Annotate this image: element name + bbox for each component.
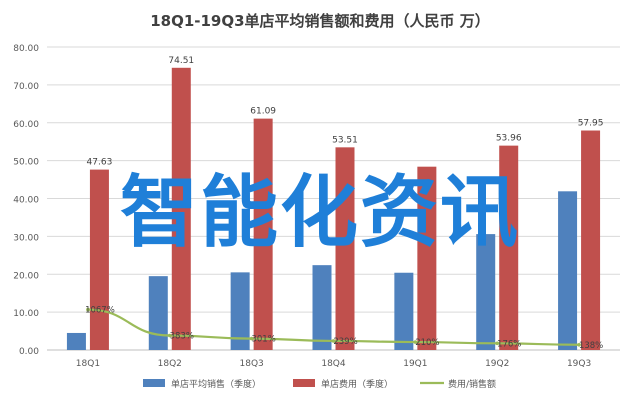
x-tick-label: 18Q1 [76, 359, 100, 369]
data-label-cost: 74.51 [168, 56, 194, 66]
y-tick-label: 40.00 [13, 196, 39, 206]
data-label-ratio: 176% [497, 339, 521, 349]
y-tick-label: 60.00 [13, 120, 39, 130]
data-label-cost: 53.96 [496, 134, 522, 144]
x-tick-label: 18Q4 [321, 359, 346, 369]
bar-cost [171, 67, 191, 351]
legend-swatch [293, 379, 315, 387]
bar-cost [417, 166, 437, 350]
y-tick-label: 50.00 [13, 158, 39, 168]
x-tick-label: 18Q3 [240, 359, 264, 369]
bar-sales [558, 191, 578, 350]
bars: 47.63 74.51 61.09 53.51 53.96 57.95 [66, 56, 604, 351]
ratio-line: 1067% 383% 301% 239% 210% 176% 138% [85, 306, 603, 351]
bar-sales [476, 234, 496, 350]
data-label-ratio: 1067% [85, 306, 115, 316]
data-label-cost: 61.09 [250, 107, 276, 117]
y-tick-label: 20.00 [13, 271, 39, 281]
data-label-ratio: 138% [579, 341, 603, 351]
y-tick-label: 30.00 [13, 233, 39, 243]
data-label-ratio: 239% [333, 337, 357, 347]
bar-cost [499, 145, 519, 350]
bar-cost [335, 147, 355, 350]
y-axis: 0.00 10.00 20.00 30.00 40.00 50.00 60.00 70.00 8… [13, 44, 39, 357]
bar-cost [581, 130, 601, 350]
bar-sales [148, 276, 168, 350]
point-ratio [577, 342, 581, 347]
point-ratio [86, 307, 90, 312]
bar-sales [312, 265, 332, 350]
legend-item-sales: 单店平均销售（季度） [171, 378, 261, 390]
bar-cost [89, 169, 109, 350]
legend-item-ratio: 费用/销售额 [448, 378, 496, 390]
chart-title: 18Q1-19Q3单店平均销售额和费用（人民币 万） [150, 12, 490, 30]
watermark-text: 智能化资讯 [119, 168, 520, 258]
point-ratio [249, 336, 254, 341]
bar-sales [66, 332, 86, 350]
x-tick-label: 19Q2 [485, 359, 509, 369]
data-label-cost: 47.63 [87, 158, 113, 168]
legend-item-cost: 单店费用（季度） [321, 378, 393, 390]
data-label-ratio: 210% [415, 338, 439, 348]
gridlines [47, 46, 620, 351]
y-tick-label: 10.00 [13, 309, 39, 319]
x-tick-label: 19Q3 [567, 359, 591, 369]
bar-sales [394, 272, 414, 350]
point-ratio [331, 339, 336, 343]
x-tick-label: 19Q1 [403, 359, 427, 369]
y-tick-label: 80.00 [13, 44, 39, 54]
data-label-ratio: 301% [251, 335, 275, 345]
legend: 单店平均销售（季度） 单店费用（季度） 费用/销售额 [143, 378, 496, 390]
y-tick-label: 70.00 [13, 82, 39, 92]
data-label-ratio: 383% [170, 331, 194, 341]
data-label-cost: 53.51 [332, 135, 358, 145]
point-ratio [167, 333, 172, 338]
legend-swatch [143, 379, 165, 387]
bar-cost [253, 118, 273, 350]
bar-sales [230, 272, 250, 350]
point-ratio [495, 341, 500, 346]
y-tick-label: 0.00 [19, 347, 39, 357]
point-ratio [413, 340, 418, 344]
x-axis: 18Q1 18Q2 18Q3 18Q4 19Q1 19Q2 19Q3 [76, 359, 591, 369]
x-tick-label: 18Q2 [158, 359, 182, 369]
data-label-cost: 57.95 [578, 119, 604, 129]
